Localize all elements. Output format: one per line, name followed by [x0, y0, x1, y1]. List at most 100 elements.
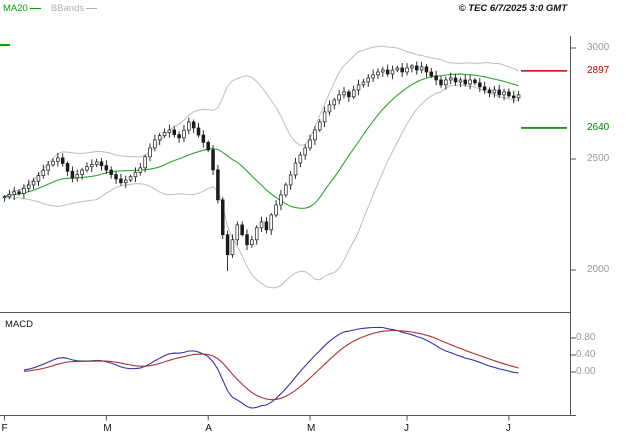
candle-body — [293, 162, 298, 176]
price-axis-label-2000: 2000 — [587, 264, 610, 275]
legend-ma20-swatch — [29, 8, 41, 9]
month-label-jun: J — [404, 423, 410, 434]
candle-body — [415, 65, 419, 71]
candle-body — [361, 81, 366, 86]
legend-item-bbands: BBands — [51, 3, 103, 14]
candle-body — [468, 79, 472, 85]
candle-body — [453, 77, 458, 83]
candle-body — [376, 71, 380, 76]
candle-body — [429, 71, 434, 77]
candle-body — [318, 121, 322, 131]
legend-ma20-label: MA20 — [3, 3, 28, 14]
candle-body — [36, 175, 41, 182]
candle-body — [177, 134, 181, 139]
candle-body — [419, 66, 424, 71]
candle-body — [342, 91, 346, 96]
candle-body — [332, 99, 337, 106]
candle-body — [17, 191, 21, 194]
candle-body — [172, 129, 177, 135]
macd-signal-path — [23, 329, 519, 401]
month-label-may: M — [307, 423, 316, 434]
macd-axis-label-080: 0.80 — [576, 332, 596, 343]
candle-body — [80, 169, 84, 175]
month-label-mar: M — [103, 423, 112, 434]
candle-body — [327, 104, 332, 113]
macd-panel-title: MACD — [5, 319, 33, 330]
bband-upper-path — [4, 45, 519, 198]
candle-body — [274, 204, 278, 216]
candle-body — [371, 74, 375, 79]
candle-body — [12, 191, 16, 195]
month-label-apr: A — [205, 423, 212, 434]
candle-body — [90, 164, 94, 168]
candle-body — [46, 164, 50, 171]
candle-body — [211, 149, 215, 171]
candle-body — [337, 94, 341, 101]
macd-line-path — [23, 326, 519, 409]
candle-body — [298, 154, 303, 164]
candle-body — [366, 77, 371, 83]
candle-body — [279, 194, 283, 206]
candle-body — [167, 129, 172, 133]
axes-layer — [0, 36, 576, 421]
candle-body — [187, 121, 191, 131]
candle-body — [138, 167, 143, 173]
candle-body — [109, 169, 113, 175]
candle-body — [60, 157, 65, 164]
candle-body — [221, 199, 225, 236]
candles-layer — [2, 61, 521, 272]
candle-body — [269, 214, 274, 231]
candle-body — [201, 134, 206, 143]
macd-lines-layer — [23, 326, 519, 409]
candle-body — [511, 95, 516, 99]
candle-body — [230, 239, 235, 256]
macd-axis-label-040: 0.40 — [576, 349, 596, 360]
candle-body — [448, 77, 453, 81]
candle-body — [128, 176, 133, 181]
candle-body — [347, 91, 351, 98]
level-label-support: 2640 — [587, 121, 610, 133]
candle-body — [313, 129, 317, 141]
candle-body — [27, 184, 31, 189]
candle-body — [458, 79, 463, 83]
candle-body — [143, 156, 147, 169]
candle-body — [31, 180, 36, 186]
candle-body — [245, 234, 249, 246]
candle-body — [56, 157, 60, 162]
candle-body — [85, 166, 89, 171]
legend-bbands-label: BBands — [50, 3, 85, 14]
candle-body — [487, 89, 492, 94]
candle-body — [235, 224, 240, 241]
candle-body — [182, 129, 186, 139]
candle-body — [119, 178, 123, 184]
candle-body — [322, 111, 327, 123]
candle-body — [410, 65, 414, 69]
ma20-path — [4, 73, 519, 209]
candle-body — [424, 66, 429, 73]
ma20-line-layer — [4, 73, 519, 209]
candle-body — [434, 75, 438, 81]
candle-body — [22, 187, 26, 194]
candle-body — [444, 79, 448, 86]
candle-body — [196, 127, 201, 136]
candle-body — [303, 147, 307, 156]
price-axis-label-2500: 2500 — [587, 153, 610, 164]
candle-body — [259, 221, 264, 229]
candle-body — [250, 239, 254, 246]
candle-body — [94, 161, 99, 165]
candle-body — [478, 82, 482, 88]
candle-body — [400, 67, 404, 73]
candle-body — [395, 67, 400, 71]
candle-body — [2, 196, 7, 199]
candle-body — [153, 139, 157, 149]
legend-item-ma20: MA20 — [3, 3, 47, 14]
bollinger-bands-layer — [4, 45, 519, 289]
candle-body — [482, 86, 487, 91]
candle-body — [206, 142, 210, 151]
candle-body — [114, 174, 118, 180]
candle-body — [502, 91, 506, 96]
candle-body — [104, 165, 109, 171]
candle-body — [439, 79, 443, 86]
level-label-resistance: 2897 — [587, 64, 610, 76]
